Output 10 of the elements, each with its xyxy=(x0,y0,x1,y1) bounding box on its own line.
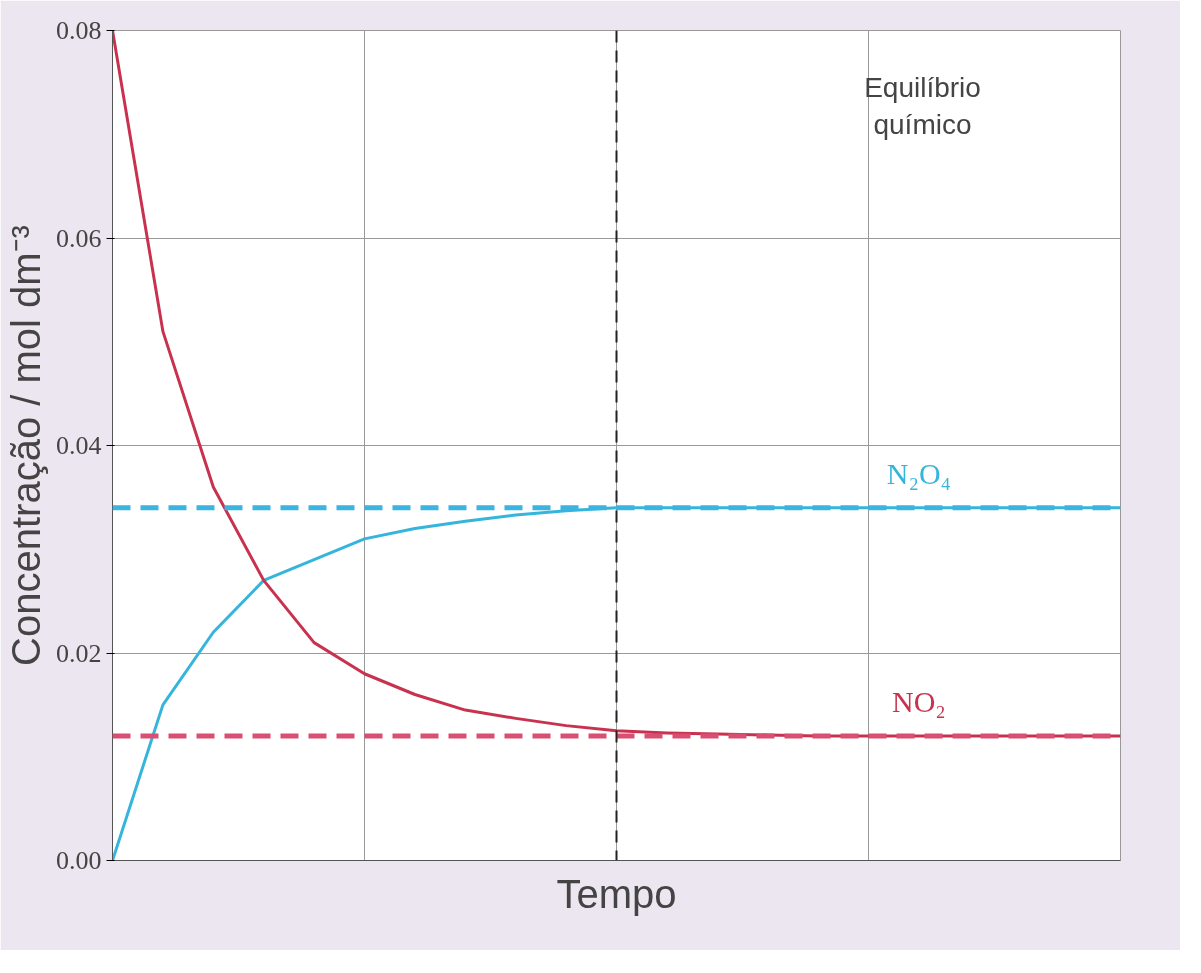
y-tick-label: 0.04 xyxy=(56,431,102,460)
x-axis-title: Tempo xyxy=(556,871,677,916)
y-tick-label: 0.06 xyxy=(56,223,102,253)
annotation: Equilíbrio químico xyxy=(864,72,981,141)
series-label: N₂O₄ xyxy=(886,456,952,490)
y-tick-label: 0.00 xyxy=(56,846,102,875)
y-axis-title: Concentração / mol dm⁻³ xyxy=(4,225,48,666)
y-tick-label: 0.08 xyxy=(56,16,102,45)
y-tick-label: 0.02 xyxy=(56,638,102,668)
series-label: NO₂ xyxy=(892,685,946,718)
